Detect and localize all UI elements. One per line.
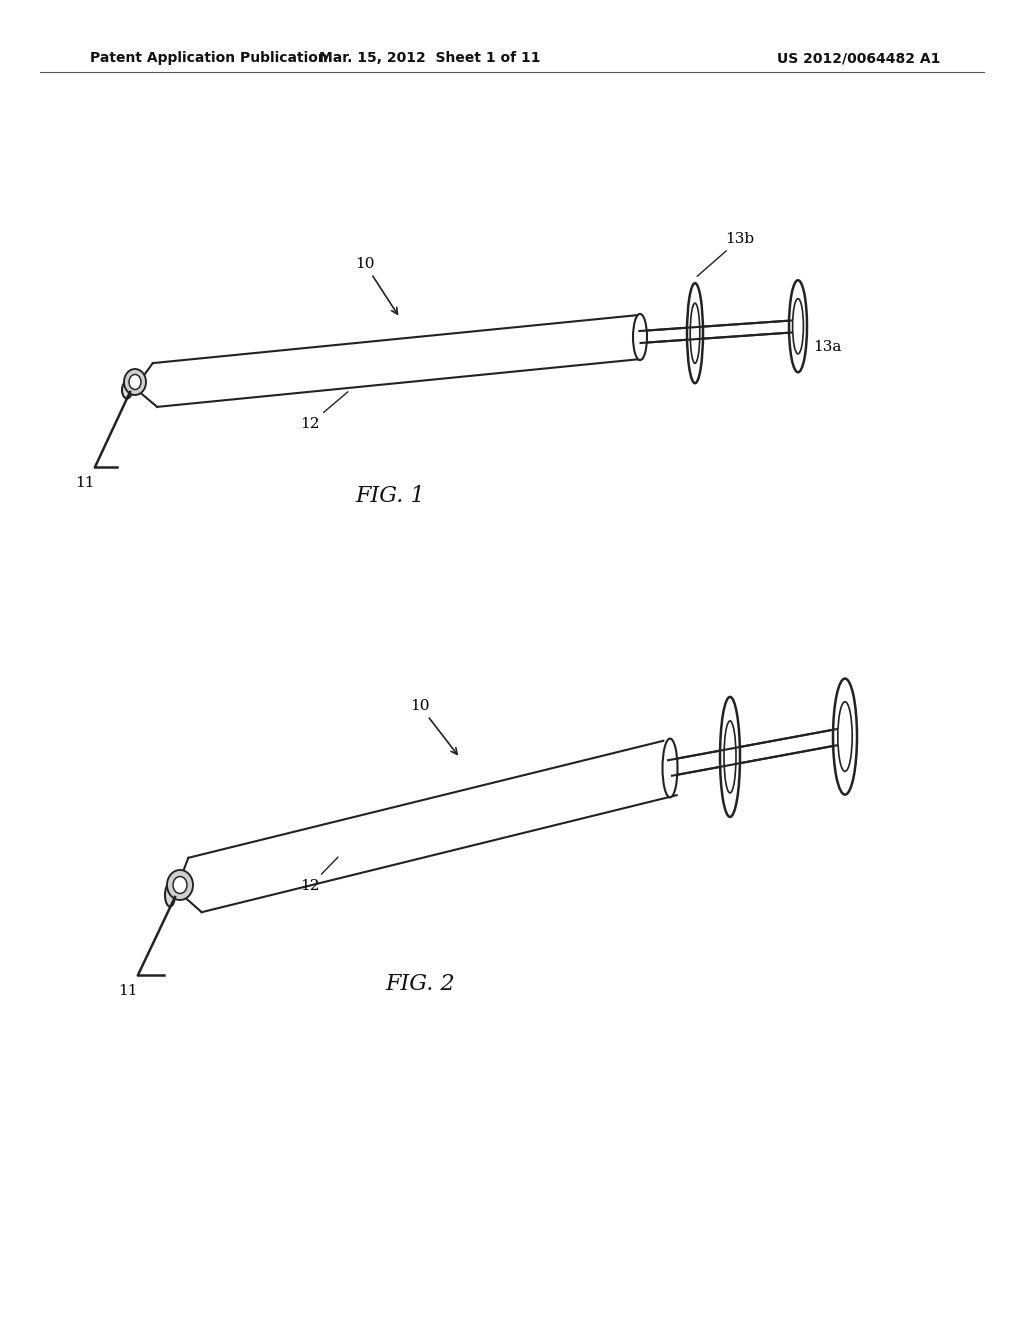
Ellipse shape (165, 883, 175, 907)
Ellipse shape (838, 702, 852, 771)
Text: 10: 10 (355, 257, 397, 314)
Ellipse shape (724, 721, 736, 793)
Ellipse shape (122, 381, 132, 399)
Text: FIG. 1: FIG. 1 (355, 484, 425, 507)
Text: US 2012/0064482 A1: US 2012/0064482 A1 (776, 51, 940, 65)
Text: 10: 10 (411, 700, 457, 754)
Text: 11: 11 (118, 983, 138, 998)
Text: Mar. 15, 2012  Sheet 1 of 11: Mar. 15, 2012 Sheet 1 of 11 (319, 51, 541, 65)
Ellipse shape (833, 678, 857, 795)
Ellipse shape (687, 284, 703, 383)
Ellipse shape (124, 370, 146, 395)
Text: 13a: 13a (813, 341, 842, 354)
Ellipse shape (663, 739, 678, 797)
Text: FIG. 2: FIG. 2 (385, 973, 455, 995)
Ellipse shape (720, 697, 740, 817)
Ellipse shape (690, 304, 699, 363)
Text: 12: 12 (300, 392, 348, 432)
Text: 11: 11 (75, 477, 95, 490)
Ellipse shape (633, 314, 647, 360)
Text: Patent Application Publication: Patent Application Publication (90, 51, 328, 65)
Text: 13b: 13b (697, 232, 754, 276)
Ellipse shape (129, 375, 141, 389)
Ellipse shape (790, 280, 807, 372)
Ellipse shape (793, 298, 804, 354)
Text: 12: 12 (300, 857, 338, 894)
Ellipse shape (167, 870, 193, 900)
Ellipse shape (173, 876, 187, 894)
